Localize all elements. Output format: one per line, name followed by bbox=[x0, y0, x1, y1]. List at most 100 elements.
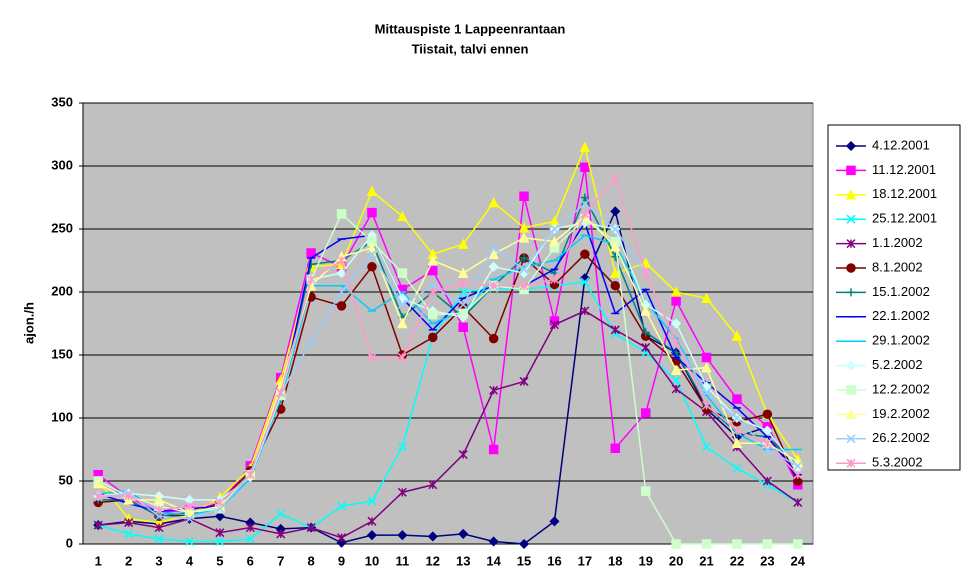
legend-marker bbox=[846, 214, 856, 224]
data-point bbox=[489, 281, 499, 291]
data-point bbox=[367, 352, 377, 363]
data-point bbox=[519, 281, 529, 291]
data-point bbox=[488, 248, 499, 259]
data-point bbox=[519, 264, 529, 274]
x-tick-label: 22 bbox=[730, 553, 744, 568]
plot-area bbox=[82, 102, 814, 545]
series-line bbox=[97, 215, 799, 514]
legend-label: 15.1.2002 bbox=[872, 284, 930, 299]
data-point bbox=[488, 261, 499, 272]
data-point bbox=[458, 287, 468, 297]
data-point bbox=[427, 531, 438, 542]
legend-label: 29.1.2002 bbox=[872, 333, 930, 348]
data-point bbox=[337, 533, 347, 543]
data-point bbox=[671, 375, 681, 385]
x-tick-label: 14 bbox=[486, 553, 501, 568]
data-point bbox=[702, 400, 712, 410]
data-point bbox=[549, 320, 559, 330]
legend-marker bbox=[846, 434, 856, 444]
data-point bbox=[702, 388, 712, 398]
legend-label: 18.12.2001 bbox=[872, 186, 937, 201]
data-point bbox=[184, 514, 194, 524]
data-point bbox=[337, 501, 347, 511]
x-tick-label: 10 bbox=[365, 553, 379, 568]
data-point bbox=[397, 442, 407, 452]
data-point bbox=[306, 523, 316, 533]
legend-marker bbox=[845, 408, 857, 420]
data-point bbox=[337, 287, 347, 297]
data-point bbox=[397, 210, 408, 222]
x-tick-label: 5 bbox=[216, 553, 223, 568]
data-point bbox=[610, 325, 620, 335]
data-point bbox=[670, 286, 682, 297]
data-point bbox=[306, 274, 316, 284]
data-point bbox=[124, 518, 134, 528]
data-point bbox=[367, 249, 377, 259]
x-tick-label: 6 bbox=[247, 553, 254, 568]
x-tick-label: 18 bbox=[608, 553, 622, 568]
data-point bbox=[245, 523, 255, 533]
data-point bbox=[611, 252, 620, 261]
data-point bbox=[397, 487, 407, 497]
x-tick-label: 13 bbox=[456, 553, 470, 568]
x-tick-label: 4 bbox=[186, 553, 194, 568]
y-tick-label: 300 bbox=[51, 157, 73, 172]
data-point bbox=[428, 309, 438, 320]
data-point bbox=[457, 267, 469, 278]
data-point bbox=[397, 352, 407, 363]
x-tick-label: 7 bbox=[277, 553, 284, 568]
data-point bbox=[397, 268, 408, 278]
data-point bbox=[366, 242, 378, 253]
data-point bbox=[276, 529, 286, 539]
data-point bbox=[306, 248, 316, 258]
data-point bbox=[307, 260, 316, 269]
data-point bbox=[731, 437, 743, 448]
data-point bbox=[640, 408, 651, 418]
legend-marker bbox=[845, 189, 857, 200]
x-tick-label: 3 bbox=[155, 553, 162, 568]
data-point bbox=[367, 496, 377, 506]
x-tick-label: 8 bbox=[308, 553, 315, 568]
data-point bbox=[641, 342, 651, 352]
data-point bbox=[762, 539, 773, 549]
data-point bbox=[124, 529, 134, 539]
x-tick-label: 11 bbox=[396, 553, 410, 568]
data-point bbox=[580, 199, 590, 209]
data-point bbox=[488, 333, 499, 344]
x-tick-label: 12 bbox=[426, 553, 440, 568]
data-point bbox=[671, 318, 682, 329]
data-point bbox=[732, 539, 742, 549]
data-point bbox=[184, 506, 195, 518]
data-point bbox=[610, 240, 621, 252]
legend-marker bbox=[846, 239, 856, 249]
data-point bbox=[184, 501, 194, 511]
data-point bbox=[580, 249, 590, 259]
x-tick-label: 16 bbox=[547, 553, 561, 568]
data-point bbox=[518, 232, 530, 243]
y-tick-label: 250 bbox=[51, 220, 73, 235]
data-point bbox=[488, 196, 499, 208]
data-point bbox=[610, 280, 621, 291]
data-point bbox=[366, 530, 378, 541]
data-point bbox=[458, 300, 468, 310]
data-point bbox=[670, 364, 682, 375]
y-tick-label: 100 bbox=[51, 409, 73, 424]
data-point bbox=[579, 141, 591, 152]
data-point bbox=[732, 413, 742, 423]
data-point bbox=[580, 306, 590, 316]
data-point bbox=[153, 494, 165, 505]
legend-marker bbox=[846, 263, 856, 273]
data-point bbox=[549, 235, 560, 247]
x-tick-label: 21 bbox=[699, 553, 713, 568]
data-point bbox=[458, 308, 468, 319]
data-point bbox=[428, 332, 438, 343]
data-point bbox=[610, 206, 621, 217]
data-point bbox=[701, 292, 712, 304]
y-axis-label: ajon./h bbox=[21, 302, 36, 344]
data-point bbox=[457, 238, 469, 249]
data-point bbox=[671, 384, 681, 394]
data-point bbox=[488, 444, 499, 455]
data-point bbox=[518, 538, 530, 550]
data-point bbox=[458, 322, 468, 333]
